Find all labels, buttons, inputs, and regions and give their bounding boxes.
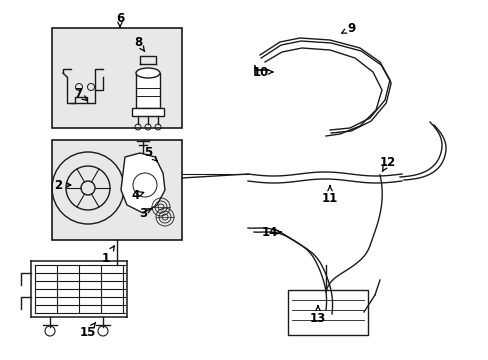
Text: 2: 2 xyxy=(54,179,71,192)
Text: 3: 3 xyxy=(139,207,152,220)
Text: 6: 6 xyxy=(116,12,124,27)
Bar xyxy=(136,73,160,108)
Ellipse shape xyxy=(136,68,160,78)
Bar xyxy=(52,140,182,240)
Bar xyxy=(287,290,367,335)
Text: 15: 15 xyxy=(80,323,96,338)
Text: 12: 12 xyxy=(379,156,395,171)
Text: 10: 10 xyxy=(252,66,272,78)
Text: 4: 4 xyxy=(132,189,143,202)
Text: 1: 1 xyxy=(102,246,114,265)
Text: 8: 8 xyxy=(134,36,144,51)
Bar xyxy=(132,108,163,116)
Text: 11: 11 xyxy=(321,186,337,204)
Text: 9: 9 xyxy=(341,22,355,35)
Text: 14: 14 xyxy=(261,225,281,239)
Text: 13: 13 xyxy=(309,306,325,324)
Text: 7: 7 xyxy=(74,86,87,101)
Polygon shape xyxy=(121,153,164,213)
Bar xyxy=(52,28,182,128)
Text: 5: 5 xyxy=(143,145,157,161)
